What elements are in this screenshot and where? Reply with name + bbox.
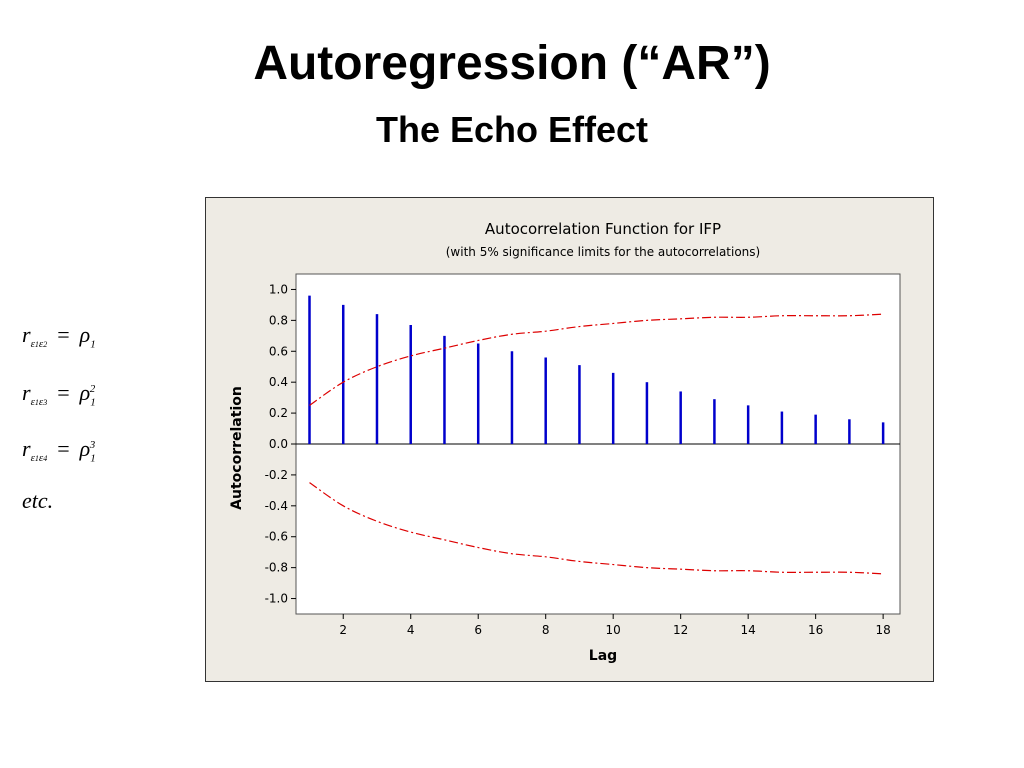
x-tick-label: 6 <box>474 623 482 637</box>
eq-equals: = <box>57 380 70 405</box>
x-tick-label: 18 <box>875 623 890 637</box>
equation-lag-3: rε1ε4 = ρ13 <box>22 436 96 465</box>
eq-rho: ρ <box>79 322 91 347</box>
eq-r: r <box>22 322 31 347</box>
eq-equals: = <box>57 322 70 347</box>
y-axis: 1.0 0.8 0.6 0.4 0.2 0.0 -0.2 -0.4 -0.6 -0.8 -1.0 <box>265 282 296 606</box>
eq-equals: = <box>57 436 70 461</box>
equation-lag-1: rε1ε2 = ρ1 <box>22 322 96 351</box>
acf-chart: Autocorrelation Function for IFP (with 5… <box>229 220 901 664</box>
y-tick-label: 0.0 <box>269 437 288 451</box>
lower-significance-limit <box>309 482 884 575</box>
y-tick-label: 0.2 <box>269 406 288 420</box>
x-axis: 2 4 6 8 10 12 14 16 18 <box>339 614 891 637</box>
chart-title: Autocorrelation Function for IFP <box>485 220 721 238</box>
x-tick-label: 14 <box>741 623 756 637</box>
chart-frame: Autocorrelation Function for IFP (with 5… <box>205 197 934 682</box>
equation-etc: etc. <box>22 488 54 513</box>
x-axis-label: Lag <box>589 648 617 664</box>
y-tick-label: -0.2 <box>265 468 288 482</box>
x-tick-label: 8 <box>542 623 550 637</box>
slide-title: Autoregression (“AR”) <box>253 37 771 90</box>
x-tick-label: 2 <box>339 623 347 637</box>
x-tick-label: 16 <box>808 623 823 637</box>
y-tick-label: -0.8 <box>265 561 288 575</box>
chart-marks <box>296 295 900 575</box>
y-tick-label: -1.0 <box>265 592 288 606</box>
eq-r: r <box>22 380 31 405</box>
y-tick-label: 0.8 <box>269 313 288 327</box>
chart-subtitle: (with 5% significance limits for the aut… <box>446 245 760 259</box>
y-axis-label: Autocorrelation <box>229 386 245 510</box>
eq-rho: ρ <box>79 380 91 405</box>
eq-subscript: ε1ε3 <box>30 396 48 409</box>
eq-rho: ρ <box>79 436 91 461</box>
eq-power: 2 <box>89 382 96 395</box>
x-tick-label: 10 <box>606 623 621 637</box>
eq-subscript: ε1ε2 <box>30 338 48 351</box>
eq-subscript: ε1ε4 <box>30 452 48 465</box>
y-tick-label: 1.0 <box>269 282 288 296</box>
x-tick-label: 12 <box>673 623 688 637</box>
eq-power: 3 <box>89 438 96 451</box>
eq-r: r <box>22 436 31 461</box>
slide-subtitle: The Echo Effect <box>375 109 649 150</box>
y-tick-label: -0.4 <box>265 499 288 513</box>
y-tick-label: -0.6 <box>265 530 288 544</box>
y-tick-label: 0.6 <box>269 344 288 358</box>
x-tick-label: 4 <box>407 623 415 637</box>
equation-lag-2: rε1ε3 = ρ12 <box>22 380 96 409</box>
upper-significance-limit <box>309 313 884 406</box>
y-tick-label: 0.4 <box>269 375 288 389</box>
